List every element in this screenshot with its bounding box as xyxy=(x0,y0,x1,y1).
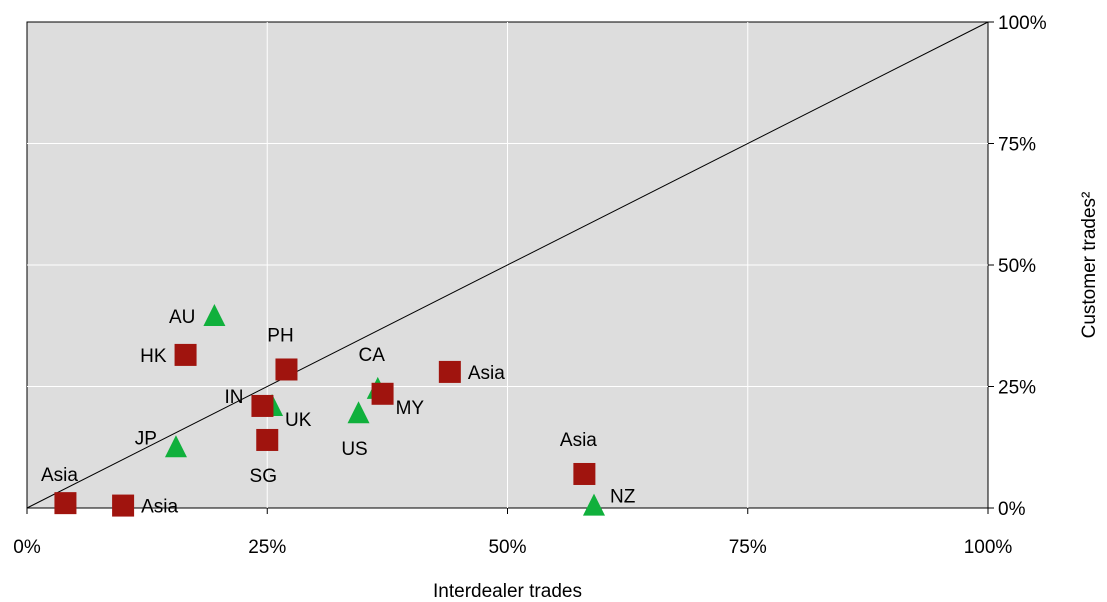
point-label: HK xyxy=(140,346,167,367)
point-label: NZ xyxy=(610,487,636,508)
point-label: Asia xyxy=(141,497,178,518)
data-point-square xyxy=(112,494,135,517)
point-labels: AU JP UK US CA NZ Asia Asia HK IN SG PH MY Asia Asia xyxy=(41,307,636,518)
point-label: Asia xyxy=(41,465,78,486)
data-point-square xyxy=(174,343,197,366)
y-tick-label: 0% xyxy=(998,499,1026,520)
data-point-square xyxy=(573,462,596,485)
x-tick-label: 100% xyxy=(964,537,1013,558)
point-label: CA xyxy=(359,345,386,366)
data-point-square xyxy=(256,428,279,451)
x-tick-label: 25% xyxy=(248,537,286,558)
point-label: JP xyxy=(135,428,157,449)
point-label: AU xyxy=(169,307,195,328)
data-point-triangle xyxy=(582,493,605,516)
point-label: US xyxy=(341,439,367,460)
y-tick-label: 100% xyxy=(998,13,1047,34)
data-point-triangle xyxy=(164,435,187,458)
point-label: IN xyxy=(224,387,243,408)
data-points xyxy=(54,304,605,517)
point-label: UK xyxy=(285,410,312,431)
data-point-square xyxy=(371,382,394,405)
point-label: SG xyxy=(250,466,277,487)
reference-diagonal-line xyxy=(26,21,989,509)
x-axis-ticks: 0% 25% 50% 75% 100% xyxy=(13,508,1012,558)
point-label: MY xyxy=(396,398,425,419)
x-tick-label: 50% xyxy=(488,537,526,558)
y-tick-label: 25% xyxy=(998,378,1036,399)
data-point-square xyxy=(251,394,274,417)
data-point-triangle xyxy=(347,401,370,424)
y-axis-ticks: 0% 25% 50% 75% 100% xyxy=(988,13,1047,520)
data-point-square xyxy=(275,358,298,381)
point-label: PH xyxy=(267,325,293,346)
data-point-square xyxy=(54,492,77,515)
data-point-triangle xyxy=(203,304,226,327)
x-tick-label: 75% xyxy=(729,537,767,558)
y-tick-label: 75% xyxy=(998,135,1036,156)
x-tick-label: 0% xyxy=(13,537,41,558)
data-point-square xyxy=(438,360,461,383)
point-label: Asia xyxy=(560,430,597,451)
x-axis-title: Interdealer trades xyxy=(433,581,582,602)
point-label: Asia xyxy=(468,363,505,384)
y-tick-label: 50% xyxy=(998,256,1036,277)
y-axis-title: Customer trades² xyxy=(1079,192,1100,339)
